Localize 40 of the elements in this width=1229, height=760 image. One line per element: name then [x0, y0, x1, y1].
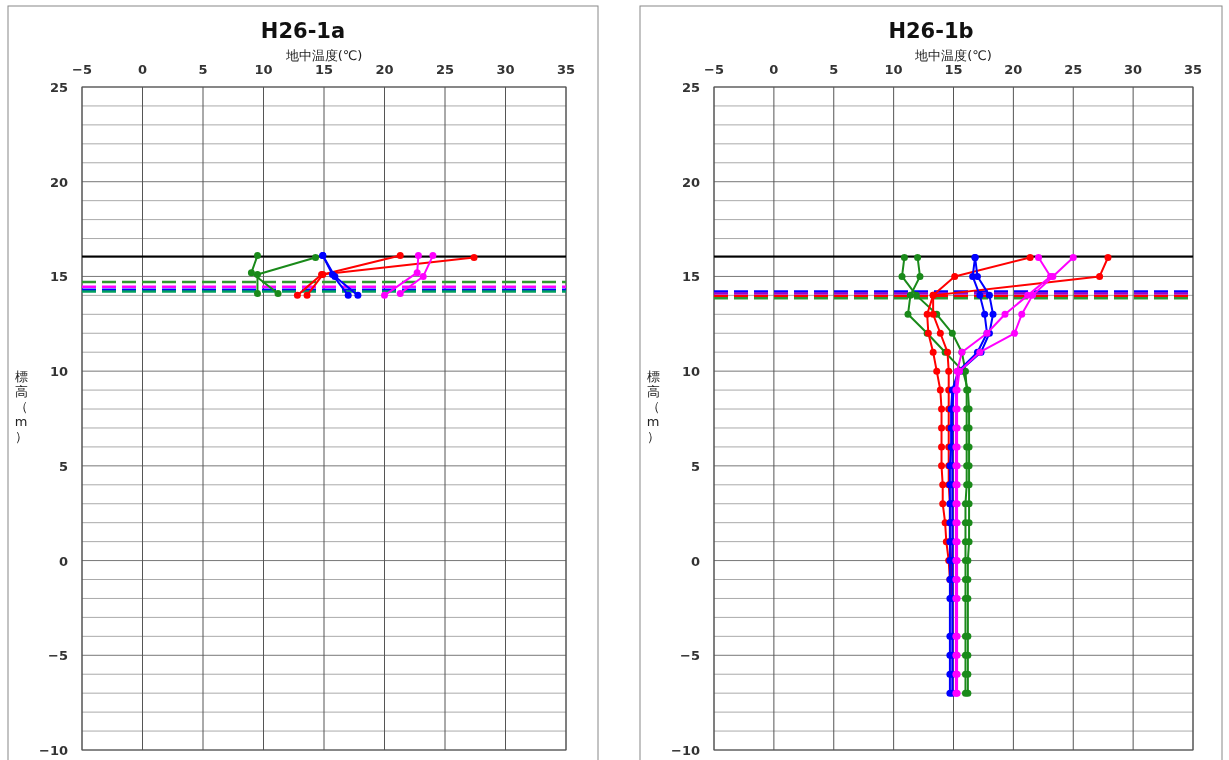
- x-tick-label: 15: [944, 62, 963, 77]
- x-tick-label: −5: [72, 62, 92, 77]
- y-axis-title: 標高（m）: [646, 369, 660, 444]
- y-tick-label: 0: [58, 553, 68, 569]
- y-tick-label: 15: [49, 269, 68, 285]
- x-tick-label: 5: [198, 62, 208, 77]
- x-tick-label: 25: [1064, 62, 1083, 77]
- y-tick-label: 25: [681, 80, 700, 95]
- y-tick-label: −10: [39, 743, 68, 758]
- y-axis-title: 標高（m）: [14, 369, 28, 444]
- x-axis-title: 地中温度(℃): [284, 48, 363, 63]
- chart-title: H26-1b: [888, 19, 974, 43]
- x-tick-label: 5: [829, 62, 839, 77]
- y-tick-label: 20: [681, 174, 700, 190]
- y-tick-label: 5: [58, 458, 68, 474]
- x-tick-label: 15: [314, 62, 334, 77]
- y-tick-label: 25: [49, 80, 68, 95]
- y-tick-label: 15: [681, 269, 700, 285]
- x-tick-label: 25: [435, 62, 455, 77]
- y-tick-label: 10: [49, 364, 68, 380]
- chart-title: H26-1a: [260, 19, 346, 43]
- x-tick-label: 30: [496, 62, 515, 77]
- y-tick-label: −10: [671, 743, 700, 758]
- x-tick-label: 0: [137, 62, 148, 77]
- x-axis-title: 地中温度(℃): [914, 48, 992, 63]
- x-tick-label: 35: [1183, 62, 1203, 77]
- x-tick-label: 30: [1124, 62, 1143, 77]
- x-tick-label: 10: [884, 62, 903, 77]
- x-tick-label: 35: [556, 62, 576, 77]
- y-tick-label: 5: [690, 458, 700, 474]
- y-tick-label: 10: [681, 364, 700, 380]
- x-tick-label: 10: [254, 62, 273, 77]
- x-tick-label: 20: [1004, 62, 1023, 77]
- x-tick-label: 0: [769, 62, 779, 77]
- y-tick-label: −5: [680, 648, 700, 664]
- x-tick-label: −5: [704, 62, 724, 77]
- y-tick-label: −5: [48, 648, 68, 664]
- y-tick-label: 0: [690, 553, 700, 569]
- x-tick-label: 20: [375, 62, 394, 77]
- y-tick-label: 20: [49, 174, 68, 190]
